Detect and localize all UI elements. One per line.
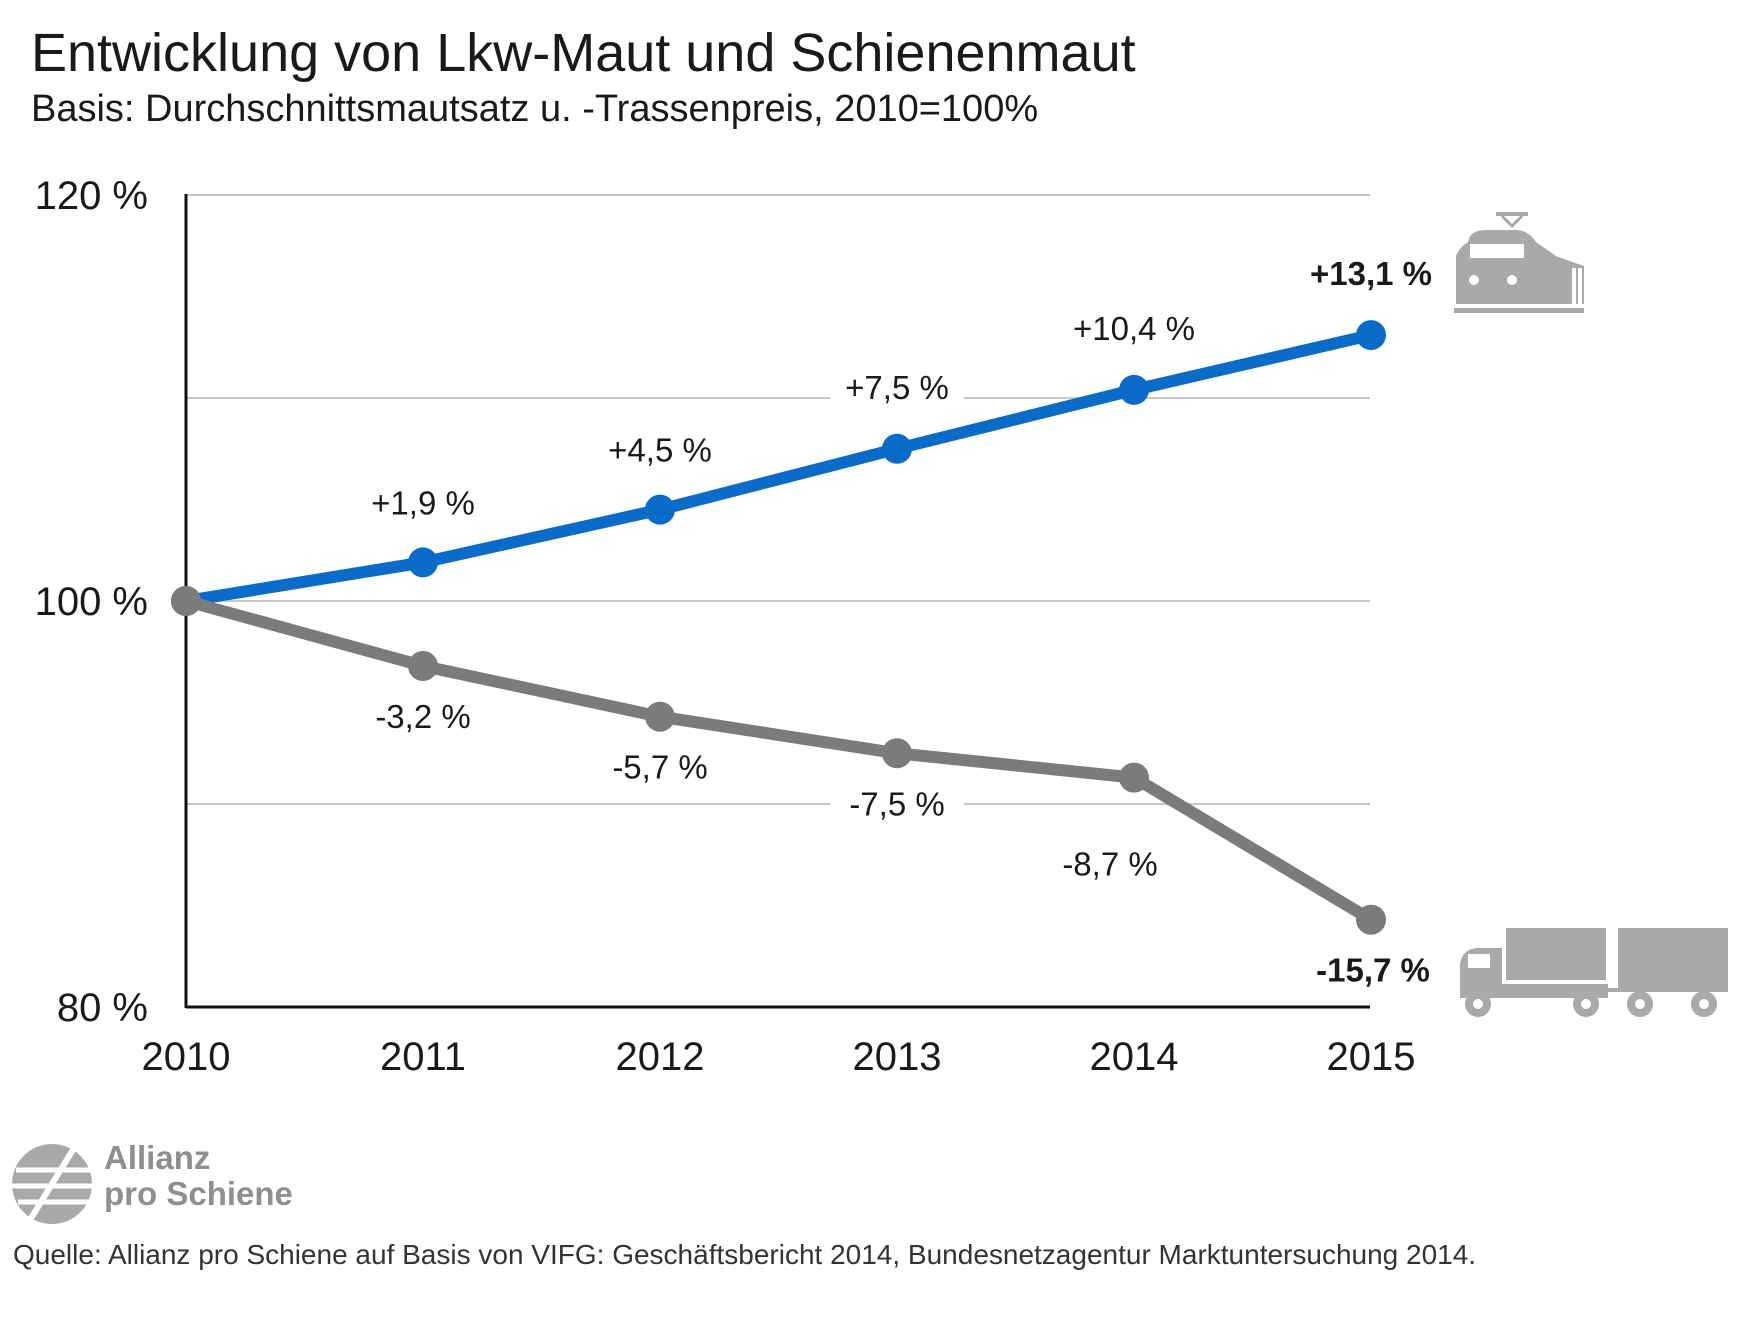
y-tick-label: 80 %: [57, 986, 148, 1030]
data-label-bg: [1057, 309, 1211, 350]
road-data-point: [1119, 762, 1149, 793]
rail-data-label: +1,9 %: [371, 484, 475, 521]
road-data-label: -15,7 %: [1316, 952, 1430, 989]
data-label-bg: [1296, 951, 1450, 992]
road-data-label: -7,5 %: [849, 785, 944, 822]
source-note: Quelle: Allianz pro Schiene auf Basis vo…: [13, 1239, 1477, 1270]
road-data-point: [882, 738, 912, 769]
y-tick-label: 100 %: [35, 580, 148, 624]
road-data-label: -8,7 %: [1062, 846, 1157, 883]
data-label-bg: [830, 368, 964, 409]
train-icon: [1454, 212, 1584, 313]
road-data-label: -3,2 %: [375, 698, 470, 735]
rail-data-label: +7,5 %: [845, 369, 949, 406]
allianz-pro-schiene-logo: Allianz pro Schiene: [12, 1140, 293, 1228]
rail-data-point: [1356, 320, 1386, 351]
x-tick-labels: 2010 2011 2012 2013 2014 2015: [142, 1035, 1416, 1079]
road-data-point: [408, 650, 438, 681]
rail-data-label: +10,4 %: [1073, 310, 1195, 347]
data-label-bg: [356, 484, 490, 525]
x-tick-label: 2015: [1327, 1035, 1416, 1079]
data-labels: +1,9 % +4,5 % +7,5 % +10,4 % +13,1 % -3,2 % -5…: [356, 255, 1450, 992]
data-label-bg: [1294, 255, 1448, 296]
road-data-point: [645, 701, 675, 732]
series-lines: [180, 329, 1377, 926]
y-tick-labels: 80 % 100 % 120 %: [35, 174, 148, 1030]
road-series-line: [180, 595, 1377, 926]
rail-data-point: [882, 433, 912, 464]
rail-series-line: [180, 329, 1377, 607]
logo-line-2: pro Schiene: [104, 1175, 293, 1212]
data-label-bg: [593, 431, 727, 472]
truck-trailer-icon: [1460, 928, 1728, 1017]
series-points: [171, 320, 1386, 935]
road-data-label: -5,7 %: [612, 749, 707, 786]
x-tick-label: 2012: [616, 1035, 705, 1079]
data-label-bg: [593, 748, 727, 789]
chart-subtitle: Basis: Durchschnittsmautsatz u. -Trassen…: [31, 88, 1039, 130]
data-label-bg: [830, 785, 964, 826]
logo-line-1: Allianz: [104, 1139, 211, 1176]
rail-data-label: +13,1 %: [1310, 255, 1432, 292]
chart-title: Entwicklung von Lkw-Maut und Schienenmau…: [31, 23, 1136, 83]
x-tick-label: 2013: [853, 1035, 942, 1079]
logo-mark-icon: [12, 1144, 96, 1224]
y-tick-label: 120 %: [35, 174, 148, 218]
data-label-bg: [1043, 845, 1177, 886]
x-tick-label: 2014: [1090, 1035, 1179, 1079]
rail-data-label: +4,5 %: [608, 432, 712, 469]
data-label-bg: [356, 697, 490, 738]
rail-data-point: [645, 494, 675, 525]
rail-data-point: [408, 547, 438, 578]
road-data-point: [171, 586, 201, 616]
x-tick-label: 2011: [380, 1035, 466, 1079]
x-tick-label: 2010: [142, 1035, 231, 1079]
road-data-point: [1356, 904, 1386, 935]
rail-data-point: [1119, 374, 1149, 405]
